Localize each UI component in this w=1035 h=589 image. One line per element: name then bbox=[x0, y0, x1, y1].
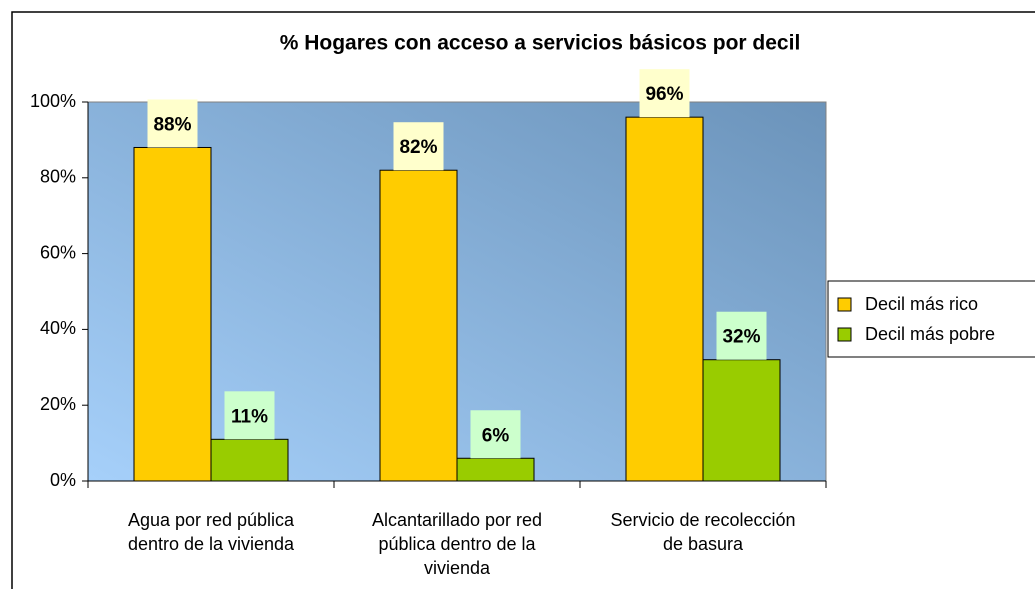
legend-swatch bbox=[837, 297, 852, 312]
bar bbox=[625, 116, 704, 482]
value-label: 32% bbox=[722, 327, 760, 348]
legend-box bbox=[827, 280, 1035, 358]
bar bbox=[456, 457, 535, 482]
value-label-bg bbox=[224, 391, 275, 440]
bar bbox=[702, 359, 781, 482]
y-tick-label: 80% bbox=[40, 167, 76, 187]
value-label-bg bbox=[393, 122, 444, 171]
value-label-bg bbox=[470, 410, 521, 459]
value-label-bg bbox=[147, 99, 198, 148]
x-tick-label: Alcantarillado por red pública dentro de… bbox=[371, 510, 543, 578]
value-label: 82% bbox=[399, 137, 437, 158]
y-tick-label: 20% bbox=[40, 394, 76, 414]
y-tick-label: 60% bbox=[40, 242, 76, 262]
legend-swatch bbox=[837, 327, 852, 342]
bar bbox=[133, 146, 212, 482]
bar bbox=[379, 169, 458, 482]
legend-label: Decil más rico bbox=[865, 294, 978, 314]
value-label-bg bbox=[639, 69, 690, 118]
value-label: 88% bbox=[153, 114, 191, 135]
value-label-bg bbox=[716, 311, 767, 360]
y-tick-label: 40% bbox=[40, 318, 76, 338]
bar bbox=[210, 438, 289, 482]
y-tick-label: 0% bbox=[50, 470, 76, 490]
value-label: 11% bbox=[231, 406, 268, 427]
legend-label: Decil más pobre bbox=[865, 324, 995, 344]
chart-title: % Hogares con acceso a servicios básicos… bbox=[280, 32, 801, 55]
value-label: 6% bbox=[482, 425, 510, 446]
y-tick-label: 100% bbox=[30, 91, 76, 111]
x-tick-label: Agua por red pública dentro de la vivien… bbox=[127, 510, 295, 554]
value-label: 96% bbox=[645, 84, 683, 105]
x-tick-label: Servicio de recolección de basura bbox=[610, 510, 796, 554]
